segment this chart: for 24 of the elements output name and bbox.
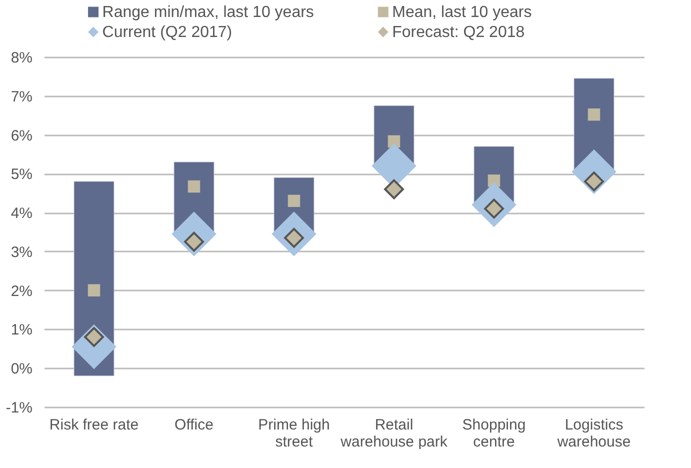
point	[588, 108, 600, 121]
y-tick-label: 8%	[10, 50, 32, 66]
x-tick-label: Risk free rate	[49, 416, 139, 434]
point	[88, 284, 100, 296]
legend-label: Current (Q2 2017)	[102, 24, 232, 41]
y-tick-label: 4%	[10, 205, 32, 222]
y-tick-label: 7%	[10, 88, 32, 106]
x-tick-label: Prime high street	[258, 416, 330, 450]
point	[188, 180, 200, 193]
point	[288, 194, 300, 208]
x-tick-label: Logistics warehouse	[556, 416, 631, 450]
legend-label: Range min/max, last 10 years	[102, 4, 314, 21]
y-tick-label: 2%	[10, 282, 32, 300]
y-tick-label: 5%	[10, 166, 32, 184]
legend-label: Mean, last 10 years	[392, 4, 532, 21]
x-tick-label: Office	[174, 416, 214, 434]
x-tick-label: Shopping centre	[462, 416, 526, 450]
y-tick-label: 1%	[10, 322, 32, 339]
y-tick-label: 0%	[10, 360, 32, 378]
y-tick-label: 6%	[10, 127, 32, 144]
y-tick-label: -1%	[6, 400, 32, 416]
y-tick-label: 3%	[10, 244, 32, 261]
legend-label: Forecast: Q2 2018	[392, 24, 525, 41]
point	[384, 179, 404, 200]
